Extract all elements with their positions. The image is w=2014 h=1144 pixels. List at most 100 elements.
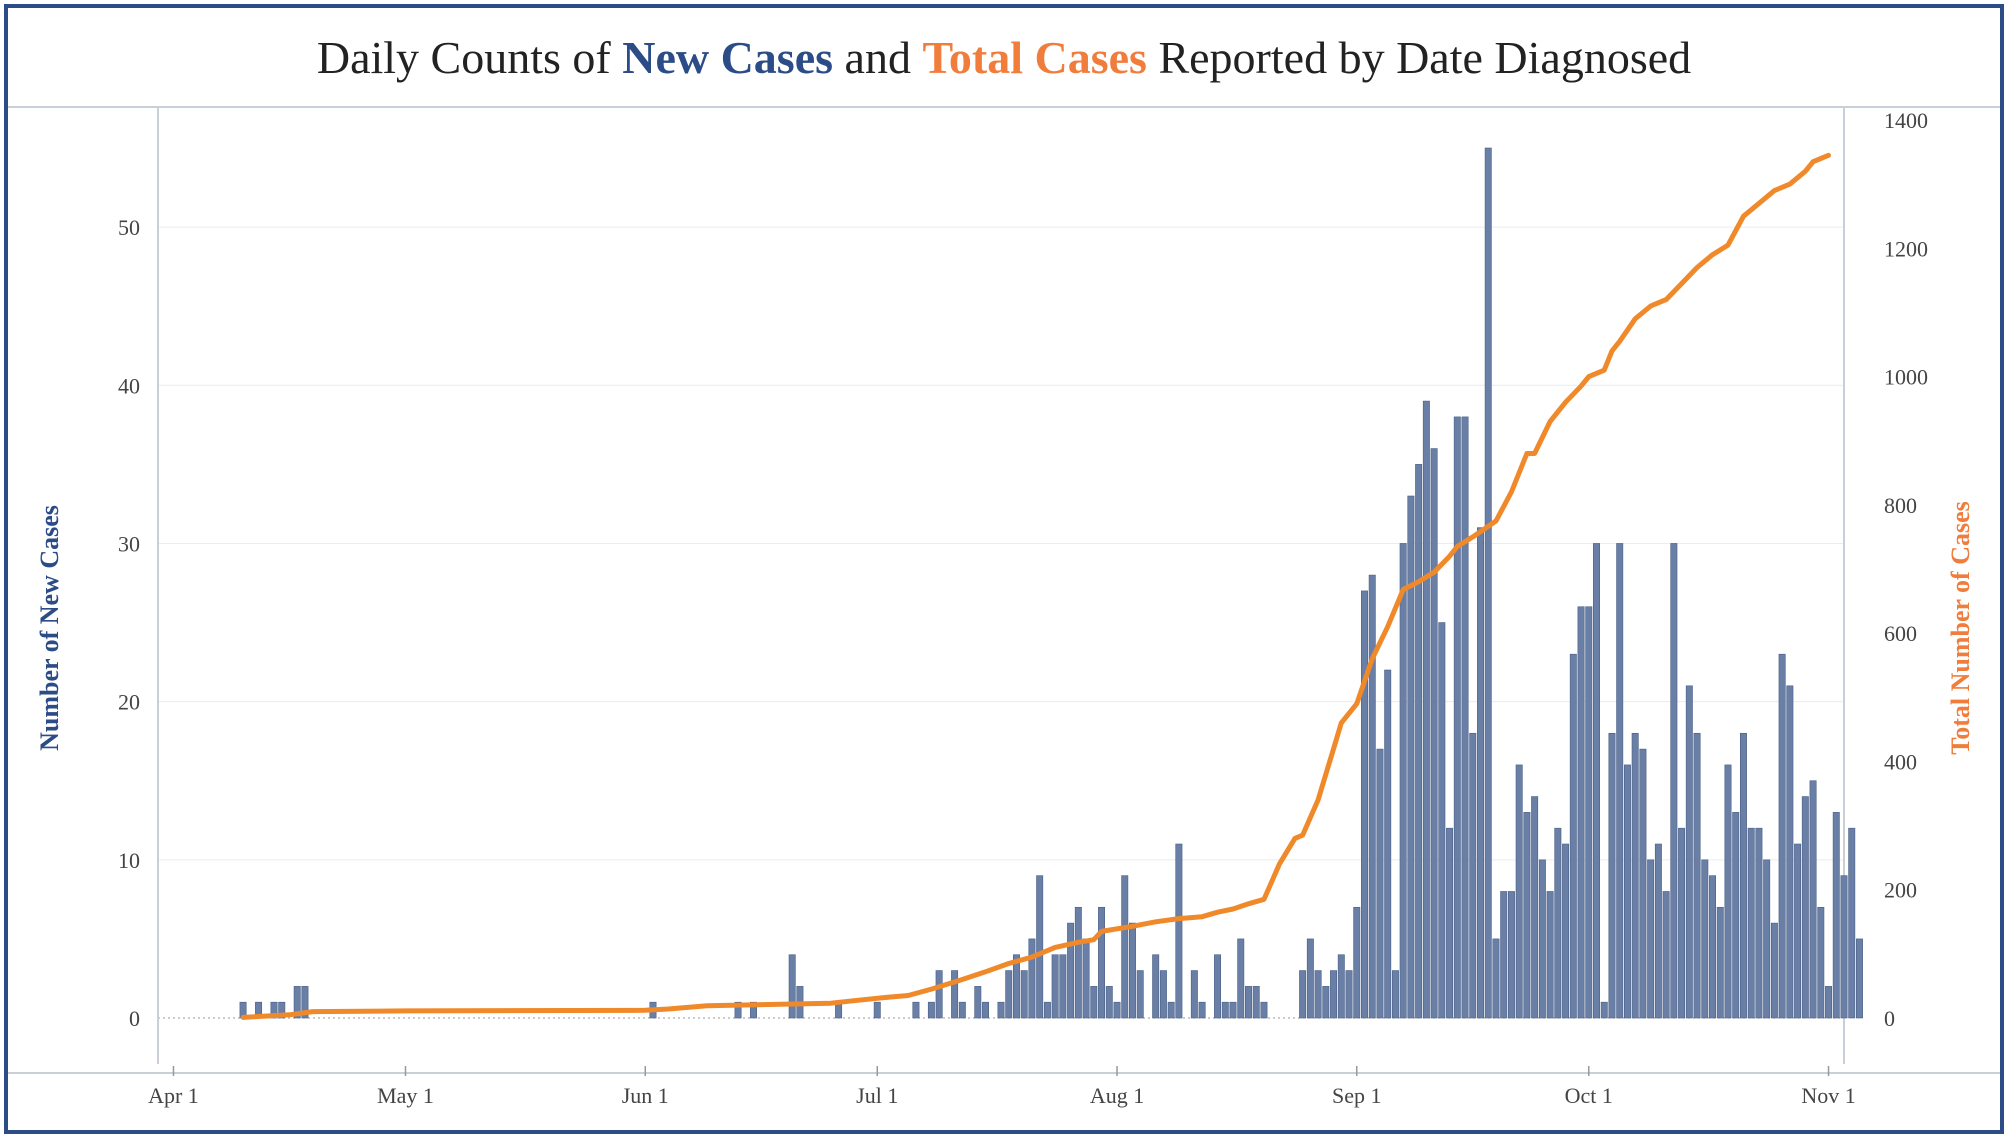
bar-new-cases — [1477, 527, 1484, 1019]
bar-new-cases — [1538, 859, 1546, 1019]
bar-new-cases — [1391, 970, 1399, 1019]
bar-new-cases — [1562, 843, 1570, 1019]
bar-new-cases — [1330, 970, 1338, 1019]
bar-new-cases — [1198, 1001, 1206, 1019]
bar-new-cases — [1345, 970, 1353, 1019]
bar-new-cases — [1523, 812, 1531, 1019]
bar-new-cases — [1469, 732, 1477, 1019]
bar-new-cases — [1770, 922, 1778, 1019]
y-tick-label-left: 30 — [118, 531, 140, 556]
bar-new-cases — [1353, 906, 1361, 1019]
bar-new-cases — [1113, 1001, 1121, 1019]
bar-new-cases — [1361, 590, 1368, 1019]
bar-new-cases — [1221, 1001, 1229, 1019]
bar-new-cases — [1384, 669, 1392, 1019]
title-new-cases: New Cases — [622, 32, 834, 83]
bar-new-cases — [1376, 748, 1384, 1019]
bar-new-cases — [1484, 147, 1492, 1019]
bar-new-cases — [951, 970, 959, 1019]
bar-new-cases — [1229, 1001, 1237, 1019]
bar-new-cases — [1654, 843, 1662, 1019]
bar-new-cases — [1492, 938, 1500, 1019]
bar-new-cases — [788, 954, 796, 1019]
bar-new-cases — [293, 986, 301, 1019]
bar-new-cases — [1600, 1001, 1608, 1019]
bar-new-cases — [1051, 954, 1059, 1019]
gridlines — [158, 226, 1844, 861]
bar-new-cases — [1569, 653, 1577, 1019]
bar-new-cases — [1337, 954, 1345, 1019]
plot-bottom-border — [8, 1072, 2000, 1074]
bar-new-cases — [1430, 448, 1438, 1019]
y-axis-label-right: Total Number of Cases — [1946, 501, 1975, 755]
bar-new-cases — [1136, 970, 1144, 1019]
bar-new-cases — [1623, 764, 1631, 1019]
title-text-2: and — [833, 32, 923, 83]
bar-new-cases — [1461, 416, 1469, 1019]
bar-new-cases — [1237, 938, 1245, 1019]
bar-new-cases — [1809, 780, 1817, 1019]
bar-new-cases — [1631, 732, 1639, 1019]
bar-new-cases — [1245, 986, 1252, 1019]
bar-new-cases — [958, 1001, 966, 1019]
bar-new-cases — [1090, 986, 1098, 1019]
x-tick-label: Oct 1 — [1565, 1083, 1613, 1108]
bar-new-cases — [301, 986, 309, 1019]
y-tick-label-left: 10 — [118, 848, 140, 873]
bar-new-cases — [1840, 875, 1848, 1019]
x-tick-label: May 1 — [377, 1083, 434, 1108]
bar-new-cases — [1159, 970, 1167, 1019]
bar-new-cases — [1778, 653, 1786, 1019]
y-tick-label-left: 20 — [118, 690, 140, 715]
bar-new-cases — [1175, 843, 1183, 1019]
bar-new-cases — [1438, 622, 1446, 1019]
bar-new-cases — [1577, 606, 1585, 1019]
x-tick-label: Jul 1 — [856, 1083, 898, 1108]
y-tick-label-left: 40 — [118, 373, 140, 398]
bar-new-cases — [1685, 685, 1693, 1019]
bar-new-cases — [982, 1001, 990, 1019]
bar-new-cases — [1507, 891, 1515, 1019]
bar-new-cases — [1670, 543, 1678, 1019]
line-total-cases — [240, 152, 1831, 1020]
bar-new-cases — [1546, 891, 1554, 1019]
bar-new-cases — [1701, 859, 1709, 1019]
bar-new-cases — [1252, 986, 1260, 1019]
y-tick-label-right: 800 — [1884, 493, 1917, 518]
bar-new-cases — [1368, 574, 1376, 1019]
bar-new-cases — [1028, 938, 1036, 1019]
title-total-cases: Total Cases — [922, 32, 1147, 83]
bar-new-cases — [1314, 970, 1322, 1019]
y-tick-label-right: 1200 — [1884, 236, 1928, 261]
bar-new-cases — [1817, 906, 1825, 1019]
bar-new-cases — [1593, 543, 1600, 1019]
bar-new-cases — [1554, 827, 1562, 1019]
bar-new-cases — [1763, 859, 1771, 1019]
bar-new-cases — [1299, 970, 1307, 1019]
bar-new-cases — [1832, 812, 1840, 1019]
x-tick-label: Aug 1 — [1090, 1083, 1144, 1108]
bar-new-cases — [1647, 859, 1655, 1019]
bar-new-cases — [1693, 732, 1701, 1019]
bar-new-cases — [1662, 891, 1670, 1019]
bar-new-cases — [1500, 891, 1508, 1019]
bar-new-cases — [734, 1001, 742, 1019]
bar-new-cases — [1732, 812, 1740, 1019]
bar-new-cases — [1098, 906, 1106, 1019]
y-tick-label-right: 600 — [1884, 621, 1917, 646]
bar-new-cases — [1515, 764, 1523, 1019]
bar-new-cases — [1105, 986, 1113, 1019]
bar-new-cases — [1036, 875, 1044, 1019]
bar-new-cases — [974, 986, 982, 1019]
x-tick-label: Sep 1 — [1332, 1083, 1382, 1108]
bar-new-cases — [1121, 875, 1129, 1019]
title-bar: Daily Counts of New Cases and Total Case… — [8, 8, 2000, 108]
bar-new-cases — [1639, 748, 1647, 1019]
bar-new-cases — [1167, 1001, 1175, 1019]
bar-new-cases — [1786, 685, 1794, 1019]
bar-new-cases — [1585, 606, 1593, 1019]
bar-new-cases — [1043, 1001, 1051, 1019]
x-tick-label: Apr 1 — [148, 1083, 199, 1108]
bar-new-cases — [1531, 796, 1539, 1019]
bar-new-cases — [1322, 986, 1330, 1019]
